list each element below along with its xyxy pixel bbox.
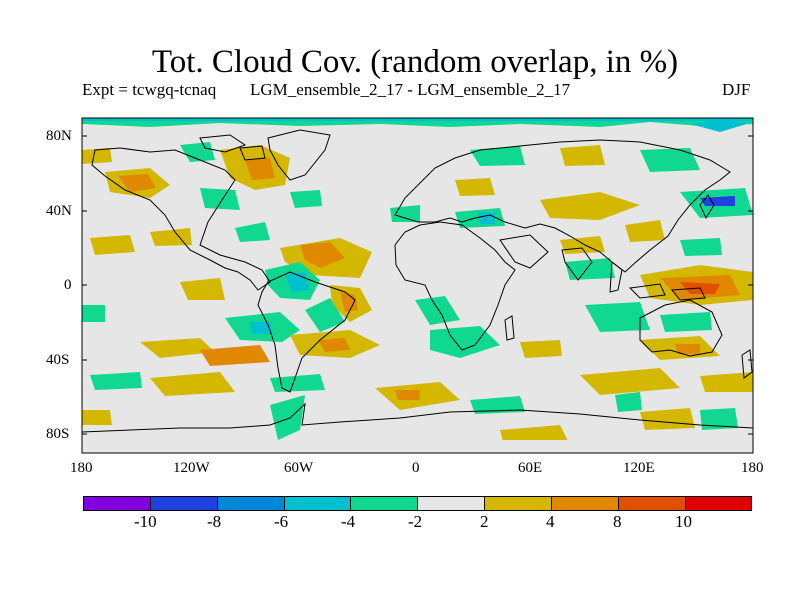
colorbar-swatch — [83, 496, 151, 511]
colorbar-label: 10 — [675, 512, 692, 531]
colorbar-swatch — [685, 496, 752, 511]
colorbar-swatch — [551, 496, 619, 511]
lon-tick-label: 180 — [70, 460, 93, 476]
lat-tick-label: 0 — [64, 277, 72, 293]
colorbar-swatch — [618, 496, 686, 511]
colorbar-label: 8 — [613, 512, 622, 531]
lat-tick-label: 80N — [46, 128, 72, 144]
lon-tick-label: 60W — [284, 460, 314, 476]
lat-tick-label: 40S — [46, 352, 70, 368]
lon-tick-label: 180 — [741, 460, 764, 476]
colorbar-label: -8 — [207, 512, 222, 531]
lon-tick-label: 0 — [412, 460, 420, 476]
lon-tick-label: 120W — [173, 460, 210, 476]
season-label: DJF — [722, 80, 751, 99]
colorbar-label: -2 — [408, 512, 423, 531]
colorbar-swatch — [484, 496, 552, 511]
comparison-label: LGM_ensemble_2_17 - LGM_ensemble_2_17 — [250, 80, 571, 99]
grid-ticks — [82, 135, 753, 435]
colorbar-label: 2 — [480, 512, 489, 531]
expt-label: Expt = tcwgq-tcnaq — [82, 80, 217, 99]
coastlines — [82, 129, 753, 433]
lat-tick-label: 40N — [46, 203, 72, 219]
colorbar-swatch — [350, 496, 418, 511]
map-title: Tot. Cloud Cov. (random overlap, in %) — [151, 44, 679, 80]
map-frame — [81, 117, 754, 454]
lon-tick-label: 120E — [623, 460, 655, 476]
anomaly-contours — [82, 118, 753, 453]
lat-tick-label: 80S — [46, 426, 70, 442]
lon-tick-label: 60E — [518, 460, 543, 476]
colorbar-swatch — [417, 496, 485, 511]
colorbar-label: -10 — [134, 512, 157, 531]
colorbar-swatch — [217, 496, 285, 511]
colorbar-label: -4 — [341, 512, 356, 531]
colorbar-swatch — [150, 496, 218, 511]
colorbar-label: -6 — [274, 512, 289, 531]
colorbar-swatch — [284, 496, 352, 511]
colorbar-label: 4 — [546, 512, 555, 531]
